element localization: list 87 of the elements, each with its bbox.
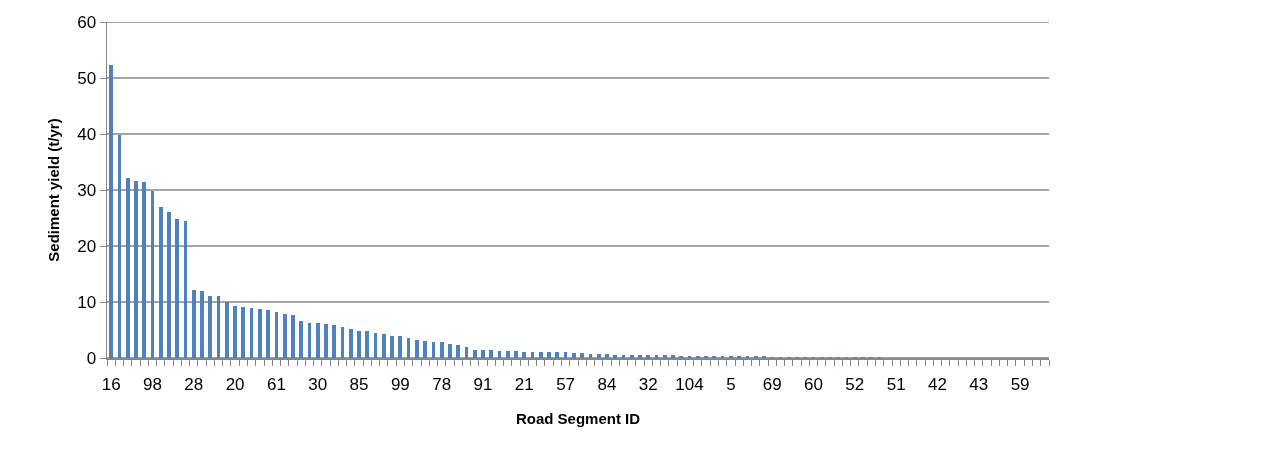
- y-tick-label: 30: [77, 180, 97, 200]
- x-tick-label: 85: [349, 374, 369, 394]
- bar: [538, 351, 543, 358]
- x-tick-label: 5: [726, 374, 736, 394]
- x-tick-label: 98: [142, 374, 162, 394]
- bar: [415, 339, 419, 358]
- bar: [233, 305, 237, 358]
- x-tick-label: 21: [514, 374, 534, 394]
- x-axis-title: Road Segment ID: [515, 409, 641, 427]
- bar: [613, 354, 618, 358]
- bar: [175, 219, 180, 358]
- bar: [472, 349, 477, 358]
- x-tick-label: 69: [762, 374, 782, 394]
- x-tick-label: 104: [675, 374, 704, 394]
- y-tick-label: 50: [77, 68, 97, 88]
- bar: [390, 335, 394, 358]
- bar: [365, 331, 370, 358]
- bar: [580, 352, 584, 358]
- bar: [547, 351, 551, 358]
- bar: [662, 355, 667, 358]
- bar: [134, 181, 138, 358]
- y-axis-title: Sediment yield (t/yr): [44, 118, 62, 262]
- y-tick-label: 40: [77, 124, 97, 144]
- x-tick-label: 59: [1010, 374, 1030, 394]
- bar: [704, 355, 708, 358]
- x-tick-label: 91: [473, 374, 493, 394]
- x-tick-label: 42: [927, 374, 947, 394]
- bar: [555, 352, 560, 358]
- bar: [679, 355, 684, 358]
- bar: [481, 349, 485, 358]
- x-tick-label: 57: [556, 374, 576, 394]
- y-tick-label: 0: [86, 348, 97, 368]
- x-tick-label: 51: [886, 374, 906, 394]
- bar: [514, 351, 518, 358]
- x-tick-label: 99: [390, 374, 410, 394]
- bar: [299, 321, 304, 358]
- bar: [324, 324, 328, 358]
- bar: [381, 334, 386, 358]
- x-tick-label: 61: [266, 374, 286, 394]
- bar: [505, 351, 510, 358]
- bar: [423, 340, 427, 358]
- bar: [357, 330, 361, 358]
- y-tick-label: 20: [77, 236, 97, 256]
- bar: [654, 355, 659, 358]
- bar: [142, 181, 147, 358]
- x-tick-label: 30: [308, 374, 328, 394]
- bar: [282, 314, 287, 358]
- bar: [200, 291, 204, 358]
- bar: [224, 302, 229, 358]
- x-tick-label: 52: [845, 374, 865, 394]
- bar: [266, 310, 270, 358]
- bar: [241, 307, 246, 358]
- bar: [348, 329, 353, 358]
- bar: [125, 177, 130, 358]
- bar: [291, 314, 295, 358]
- bar: [315, 322, 320, 358]
- bar: [605, 354, 609, 358]
- bar: [439, 341, 444, 358]
- bar: [158, 207, 163, 358]
- bar: [448, 344, 452, 358]
- y-tick-label: 60: [77, 12, 97, 32]
- x-tick-label: 28: [184, 374, 204, 394]
- bar: [167, 211, 171, 358]
- bar: [646, 354, 651, 358]
- bar: [572, 352, 576, 358]
- x-tick-label: 16: [101, 374, 121, 394]
- x-tick-label: 32: [638, 374, 658, 394]
- bar: [596, 354, 601, 358]
- bar: [638, 354, 642, 358]
- x-tick-label: 20: [225, 374, 245, 394]
- bar: [629, 354, 634, 358]
- bar: [695, 355, 700, 358]
- bar: [332, 324, 337, 358]
- x-tick-label: 60: [804, 374, 823, 394]
- x-tick-label: 84: [597, 374, 617, 394]
- bar: [191, 289, 196, 358]
- y-tick-label: 10: [77, 292, 97, 312]
- x-tick-label: 78: [432, 374, 452, 394]
- bar: [208, 296, 213, 358]
- bar: [109, 65, 113, 358]
- bar: [522, 351, 527, 358]
- bar: [456, 344, 461, 358]
- bar: [489, 350, 494, 358]
- bar: [258, 309, 262, 358]
- bar: [398, 336, 403, 358]
- x-tick-label: 43: [969, 374, 989, 394]
- bar: [671, 355, 675, 358]
